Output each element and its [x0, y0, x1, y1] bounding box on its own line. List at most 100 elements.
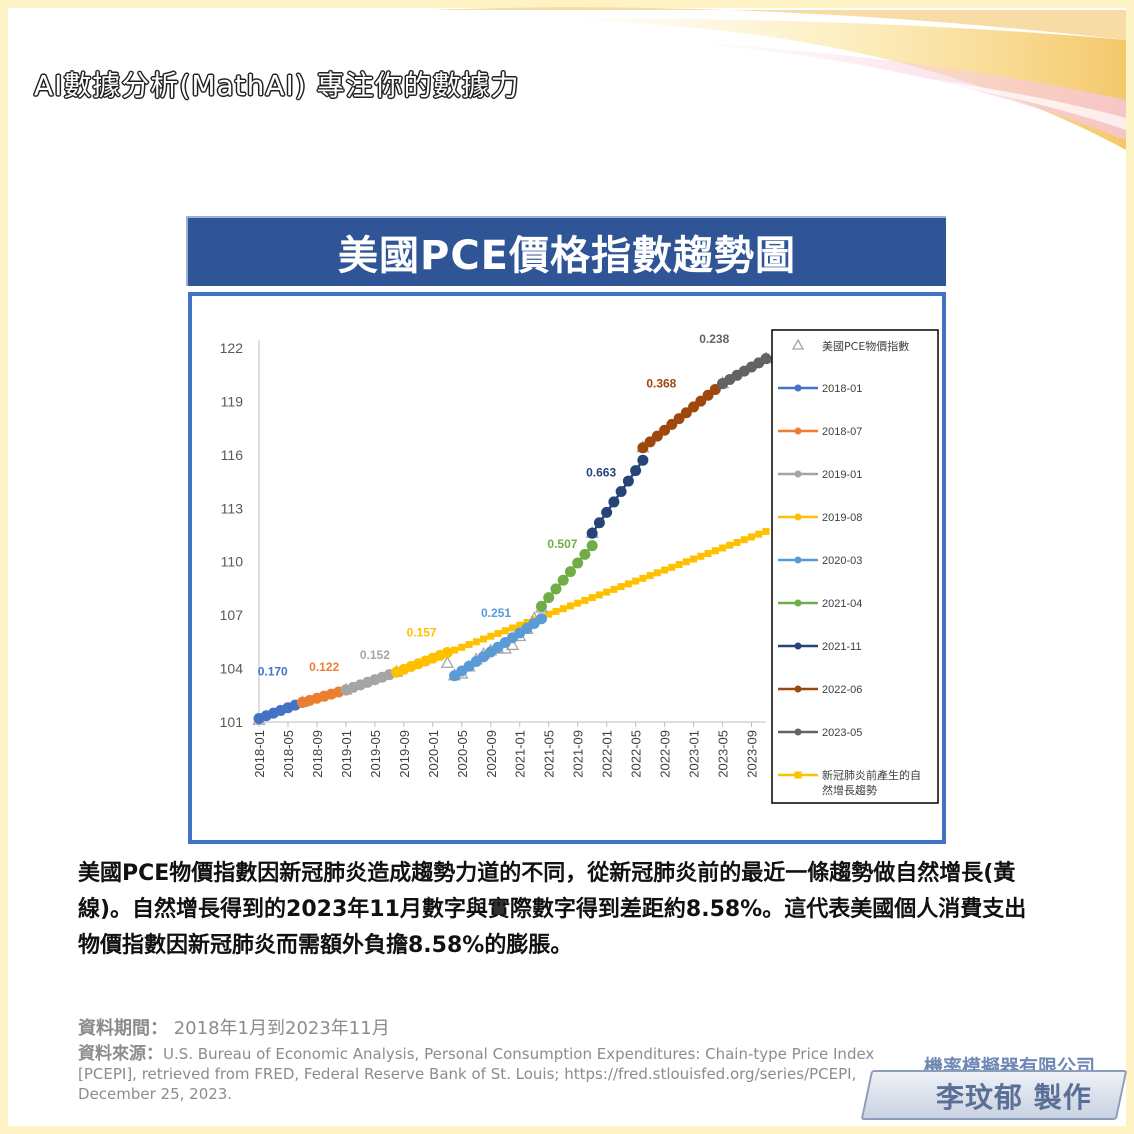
legend-marker	[794, 685, 802, 693]
y-tick-label: 107	[220, 607, 244, 623]
trend-point	[639, 574, 647, 582]
trend-point	[610, 585, 618, 593]
legend-label: 2019-08	[822, 512, 862, 524]
legend-marker	[794, 513, 802, 521]
x-tick-label: 2020-01	[426, 730, 441, 778]
slope-label: 0.122	[309, 660, 339, 674]
segment-point	[535, 600, 547, 612]
description-text: 美國PCE物價指數因新冠肺炎造成趨勢力道的不同，從新冠肺炎前的最近一條趨勢做自然…	[78, 861, 1027, 958]
trend-point	[704, 550, 712, 558]
chart-title: 美國PCE價格指數趨勢圖	[338, 233, 796, 279]
trend-point	[690, 555, 698, 563]
legend-box	[771, 329, 939, 804]
y-tick-label: 101	[220, 714, 244, 730]
data-period: 資料期間： 2018年1月到2023年11月	[78, 1014, 390, 1040]
legend-label: 2019-01	[822, 469, 862, 481]
maker-text: 李玟郁 製作	[936, 1081, 1092, 1114]
x-tick-label: 2020-09	[484, 730, 499, 778]
trend-point	[697, 552, 705, 560]
legend-marker-actual	[791, 338, 805, 350]
y-tick-label: 110	[221, 554, 244, 570]
x-tick-label: 2022-09	[658, 730, 673, 778]
trend-point	[509, 624, 516, 632]
trend-point	[472, 638, 480, 646]
y-tick-label: 122	[220, 340, 244, 356]
legend-marker	[794, 427, 802, 435]
legend-label: 2020-03	[822, 555, 862, 567]
segment-point	[557, 574, 569, 586]
period-label: 資料期間：	[78, 1018, 168, 1039]
trend-point	[480, 635, 488, 643]
legend-marker	[794, 556, 802, 564]
x-tick-label: 2022-05	[629, 730, 644, 778]
trend-point	[451, 646, 459, 654]
trend-point	[552, 607, 560, 615]
trend-point	[632, 577, 640, 585]
trend-point	[545, 610, 553, 618]
legend-marker	[794, 771, 802, 779]
trend-point	[559, 605, 567, 613]
segment-point	[543, 592, 555, 604]
trend-point	[501, 627, 509, 635]
x-tick-label: 2023-05	[716, 730, 731, 778]
segment-point	[441, 647, 453, 659]
trend-point	[494, 630, 502, 638]
segment-point	[608, 496, 620, 508]
trend-point	[581, 596, 589, 604]
legend-label: 2022-06	[822, 684, 862, 696]
trend-point	[719, 544, 727, 552]
slope-label: 0.251	[481, 606, 511, 620]
period-value: 2018年1月到2023年11月	[173, 1018, 390, 1039]
trend-point	[682, 558, 690, 566]
trend-point	[733, 538, 741, 546]
segment-point	[535, 613, 547, 625]
trend-point	[624, 580, 632, 588]
source-label: 資料來源：	[78, 1044, 163, 1064]
x-tick-label: 2023-09	[745, 730, 760, 778]
x-tick-label: 2023-01	[687, 730, 702, 778]
trend-point	[653, 569, 661, 577]
segment-point	[586, 527, 598, 539]
segment-point	[601, 506, 613, 518]
trend-point	[465, 641, 473, 649]
segment-point	[622, 475, 634, 487]
trend-point	[566, 602, 574, 610]
trend-point	[726, 541, 734, 549]
y-tick-label: 104	[220, 661, 244, 677]
legend-label: 2023-05	[822, 727, 862, 739]
y-tick-label: 113	[221, 500, 244, 516]
legend-label: 然增長趨勢	[822, 783, 877, 797]
trend-point	[668, 563, 676, 571]
slope-label: 0.507	[547, 537, 577, 551]
x-tick-label: 2021-01	[513, 730, 528, 778]
source-text: U.S. Bureau of Economic Analysis, Person…	[78, 1045, 875, 1103]
slope-label: 0.157	[407, 625, 437, 639]
slope-label: 0.170	[258, 664, 288, 678]
legend-label: 2021-04	[822, 598, 862, 610]
legend-marker	[794, 599, 802, 607]
slope-label: 0.368	[646, 377, 676, 391]
slope-label: 0.238	[699, 332, 729, 346]
trend-point	[588, 594, 596, 602]
data-source: 資料來源：U.S. Bureau of Economic Analysis, P…	[78, 1044, 878, 1104]
brand-title: AI數據分析(MathAI) 專注你的數據力	[34, 69, 520, 102]
legend-marker	[794, 728, 802, 736]
pce-trend-chart: 101 104 107 110 113 116 119 122 2018-01 2018-05 20…	[220, 329, 939, 804]
trend-point	[711, 547, 719, 555]
legend-marker	[794, 642, 802, 650]
segment-point	[550, 583, 562, 595]
trend-point	[487, 632, 495, 640]
trend-point	[646, 572, 654, 580]
legend-label: 新冠肺炎前產生的自	[822, 768, 921, 782]
legend-marker	[794, 470, 802, 478]
x-tick-label: 2021-09	[571, 730, 586, 778]
trend-line	[396, 530, 767, 674]
trend-point	[574, 599, 582, 607]
trend-point	[617, 583, 625, 591]
legend-label: 2018-07	[822, 426, 862, 438]
x-tick-label: 2019-01	[339, 730, 354, 778]
trend-point	[762, 527, 770, 535]
segment-point	[593, 517, 605, 529]
slope-label: 0.663	[586, 466, 616, 480]
segment-point	[564, 566, 576, 578]
